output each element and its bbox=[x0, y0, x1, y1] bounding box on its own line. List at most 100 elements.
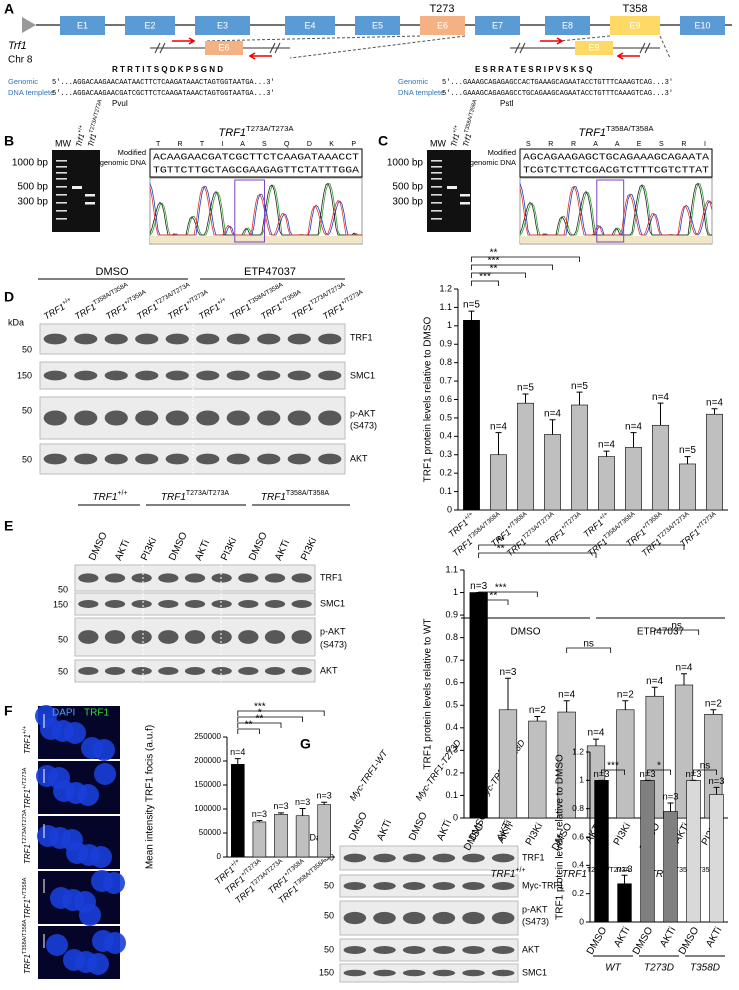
blot-band bbox=[264, 573, 286, 583]
row-label: TRF1+/+ bbox=[22, 726, 32, 754]
blot-band bbox=[211, 630, 232, 644]
x-tick-label: DMSO bbox=[677, 925, 702, 957]
nucleus bbox=[36, 765, 58, 787]
exon bbox=[285, 16, 335, 35]
exon bbox=[355, 16, 400, 35]
blot bbox=[339, 845, 519, 871]
row-label: TRF1T358A/T358A bbox=[22, 919, 32, 974]
site-label: T273 bbox=[429, 3, 454, 15]
blot-band bbox=[287, 453, 311, 465]
significance-bracket bbox=[478, 591, 538, 597]
kda-marker: 150 bbox=[53, 599, 68, 609]
protein-label: (S473) bbox=[522, 916, 549, 926]
sequence: ACAAGAACGATCGCTTCTCAAGATAAACCT bbox=[153, 152, 360, 162]
kda-marker: 50 bbox=[324, 944, 334, 954]
n-label: n=4 bbox=[625, 421, 642, 432]
error-bar bbox=[621, 874, 628, 884]
significance-label: *** bbox=[488, 256, 500, 267]
y-tick-label: 100000 bbox=[194, 804, 221, 813]
gel-band bbox=[56, 160, 67, 162]
zoom-exon-label: E9 bbox=[588, 42, 599, 52]
n-label: n=4 bbox=[558, 689, 575, 700]
protein-label: SMC1 bbox=[320, 598, 345, 608]
y-tick-label: 0.2 bbox=[445, 767, 458, 777]
protein-sequence: T R T I A S Q D K P bbox=[156, 141, 356, 148]
protein-label: AKT bbox=[350, 453, 368, 463]
error-bar bbox=[713, 786, 720, 795]
break-mark bbox=[154, 42, 651, 54]
sequence: AGCAGAAGAGCTGCAGAAAGCAGAATA bbox=[523, 152, 710, 162]
y-tick-label: 0.5 bbox=[439, 412, 452, 422]
primer-arrow bbox=[172, 37, 196, 45]
blot-band bbox=[165, 410, 189, 426]
y-tick-label: 0.7 bbox=[445, 655, 458, 665]
blot-band bbox=[184, 573, 206, 583]
blot bbox=[339, 874, 519, 898]
n-label: n=3 bbox=[470, 581, 487, 592]
significance-bracket bbox=[471, 280, 499, 286]
blot-band bbox=[287, 370, 311, 381]
y-tick-label: 0.9 bbox=[445, 609, 458, 619]
y-tick-label: 0.2 bbox=[572, 888, 584, 898]
sequence-label: DNA templete bbox=[8, 88, 54, 97]
lane-label: MW bbox=[430, 138, 446, 148]
gel-band bbox=[56, 172, 67, 174]
y-tick-label: 1.1 bbox=[445, 564, 458, 574]
significance-label: *** bbox=[495, 583, 507, 594]
chromatogram-trace bbox=[149, 185, 362, 236]
lane-label: DMSO bbox=[347, 810, 370, 842]
y-tick-label: 0.4 bbox=[439, 431, 452, 441]
y-tick-label: 250000 bbox=[194, 732, 221, 741]
gel-band bbox=[431, 178, 442, 180]
blot-band bbox=[104, 600, 126, 608]
protein-sequence: R T R T I T S Q D K P S G N D bbox=[112, 65, 223, 74]
blot-band bbox=[211, 600, 232, 608]
kda-marker: 50 bbox=[22, 344, 32, 354]
blot-band bbox=[257, 410, 281, 426]
y-tick-label: 0 bbox=[453, 812, 458, 822]
lane-label: Trf1T273A/T273A bbox=[86, 99, 108, 148]
exon-label: E3 bbox=[217, 20, 228, 30]
zoom-line bbox=[289, 35, 466, 59]
bar bbox=[463, 320, 480, 511]
y-tick-label: 1.1 bbox=[439, 302, 452, 312]
y-tick-label: 0.5 bbox=[445, 700, 458, 710]
protein-label: AKT bbox=[320, 665, 338, 675]
blot-band bbox=[491, 911, 515, 925]
enzyme: PstI bbox=[500, 99, 514, 108]
blot-band bbox=[491, 882, 515, 890]
chromatogram-trace bbox=[519, 185, 713, 236]
channel-label: DAPI bbox=[52, 708, 75, 719]
bar bbox=[317, 804, 331, 858]
sequence-box bbox=[519, 148, 713, 178]
y-tick-label: 0.8 bbox=[445, 632, 458, 642]
blot-band bbox=[226, 333, 250, 345]
bar bbox=[617, 883, 632, 923]
modified-label: genomic DNA bbox=[470, 158, 516, 167]
y-tick-label: 0.2 bbox=[439, 468, 452, 478]
exon-label: E1 bbox=[77, 20, 88, 30]
blot-band bbox=[43, 453, 67, 465]
gel-band bbox=[72, 186, 82, 189]
blot-band bbox=[226, 370, 250, 381]
group-label: TRF1T358A/T358A bbox=[650, 867, 719, 879]
group-label: T273D bbox=[644, 963, 674, 974]
blot-band bbox=[78, 600, 99, 608]
protein-label: SMC1 bbox=[350, 370, 375, 380]
significance-label: * bbox=[258, 708, 262, 719]
y-tick-label: 50000 bbox=[199, 828, 222, 837]
nucleus bbox=[53, 780, 75, 802]
blot-band bbox=[135, 410, 159, 426]
kda-marker: 150 bbox=[17, 370, 32, 380]
blot-band bbox=[196, 370, 220, 381]
blot-band bbox=[131, 630, 152, 644]
lane-label: AKTi bbox=[113, 538, 132, 562]
sequence-label: Genomic bbox=[398, 77, 428, 86]
n-label: n=3 bbox=[708, 776, 724, 787]
bar bbox=[686, 780, 701, 923]
blot-band bbox=[432, 911, 456, 925]
error-bar bbox=[256, 820, 263, 822]
zoom-line bbox=[559, 35, 611, 42]
nucleus bbox=[79, 904, 101, 926]
